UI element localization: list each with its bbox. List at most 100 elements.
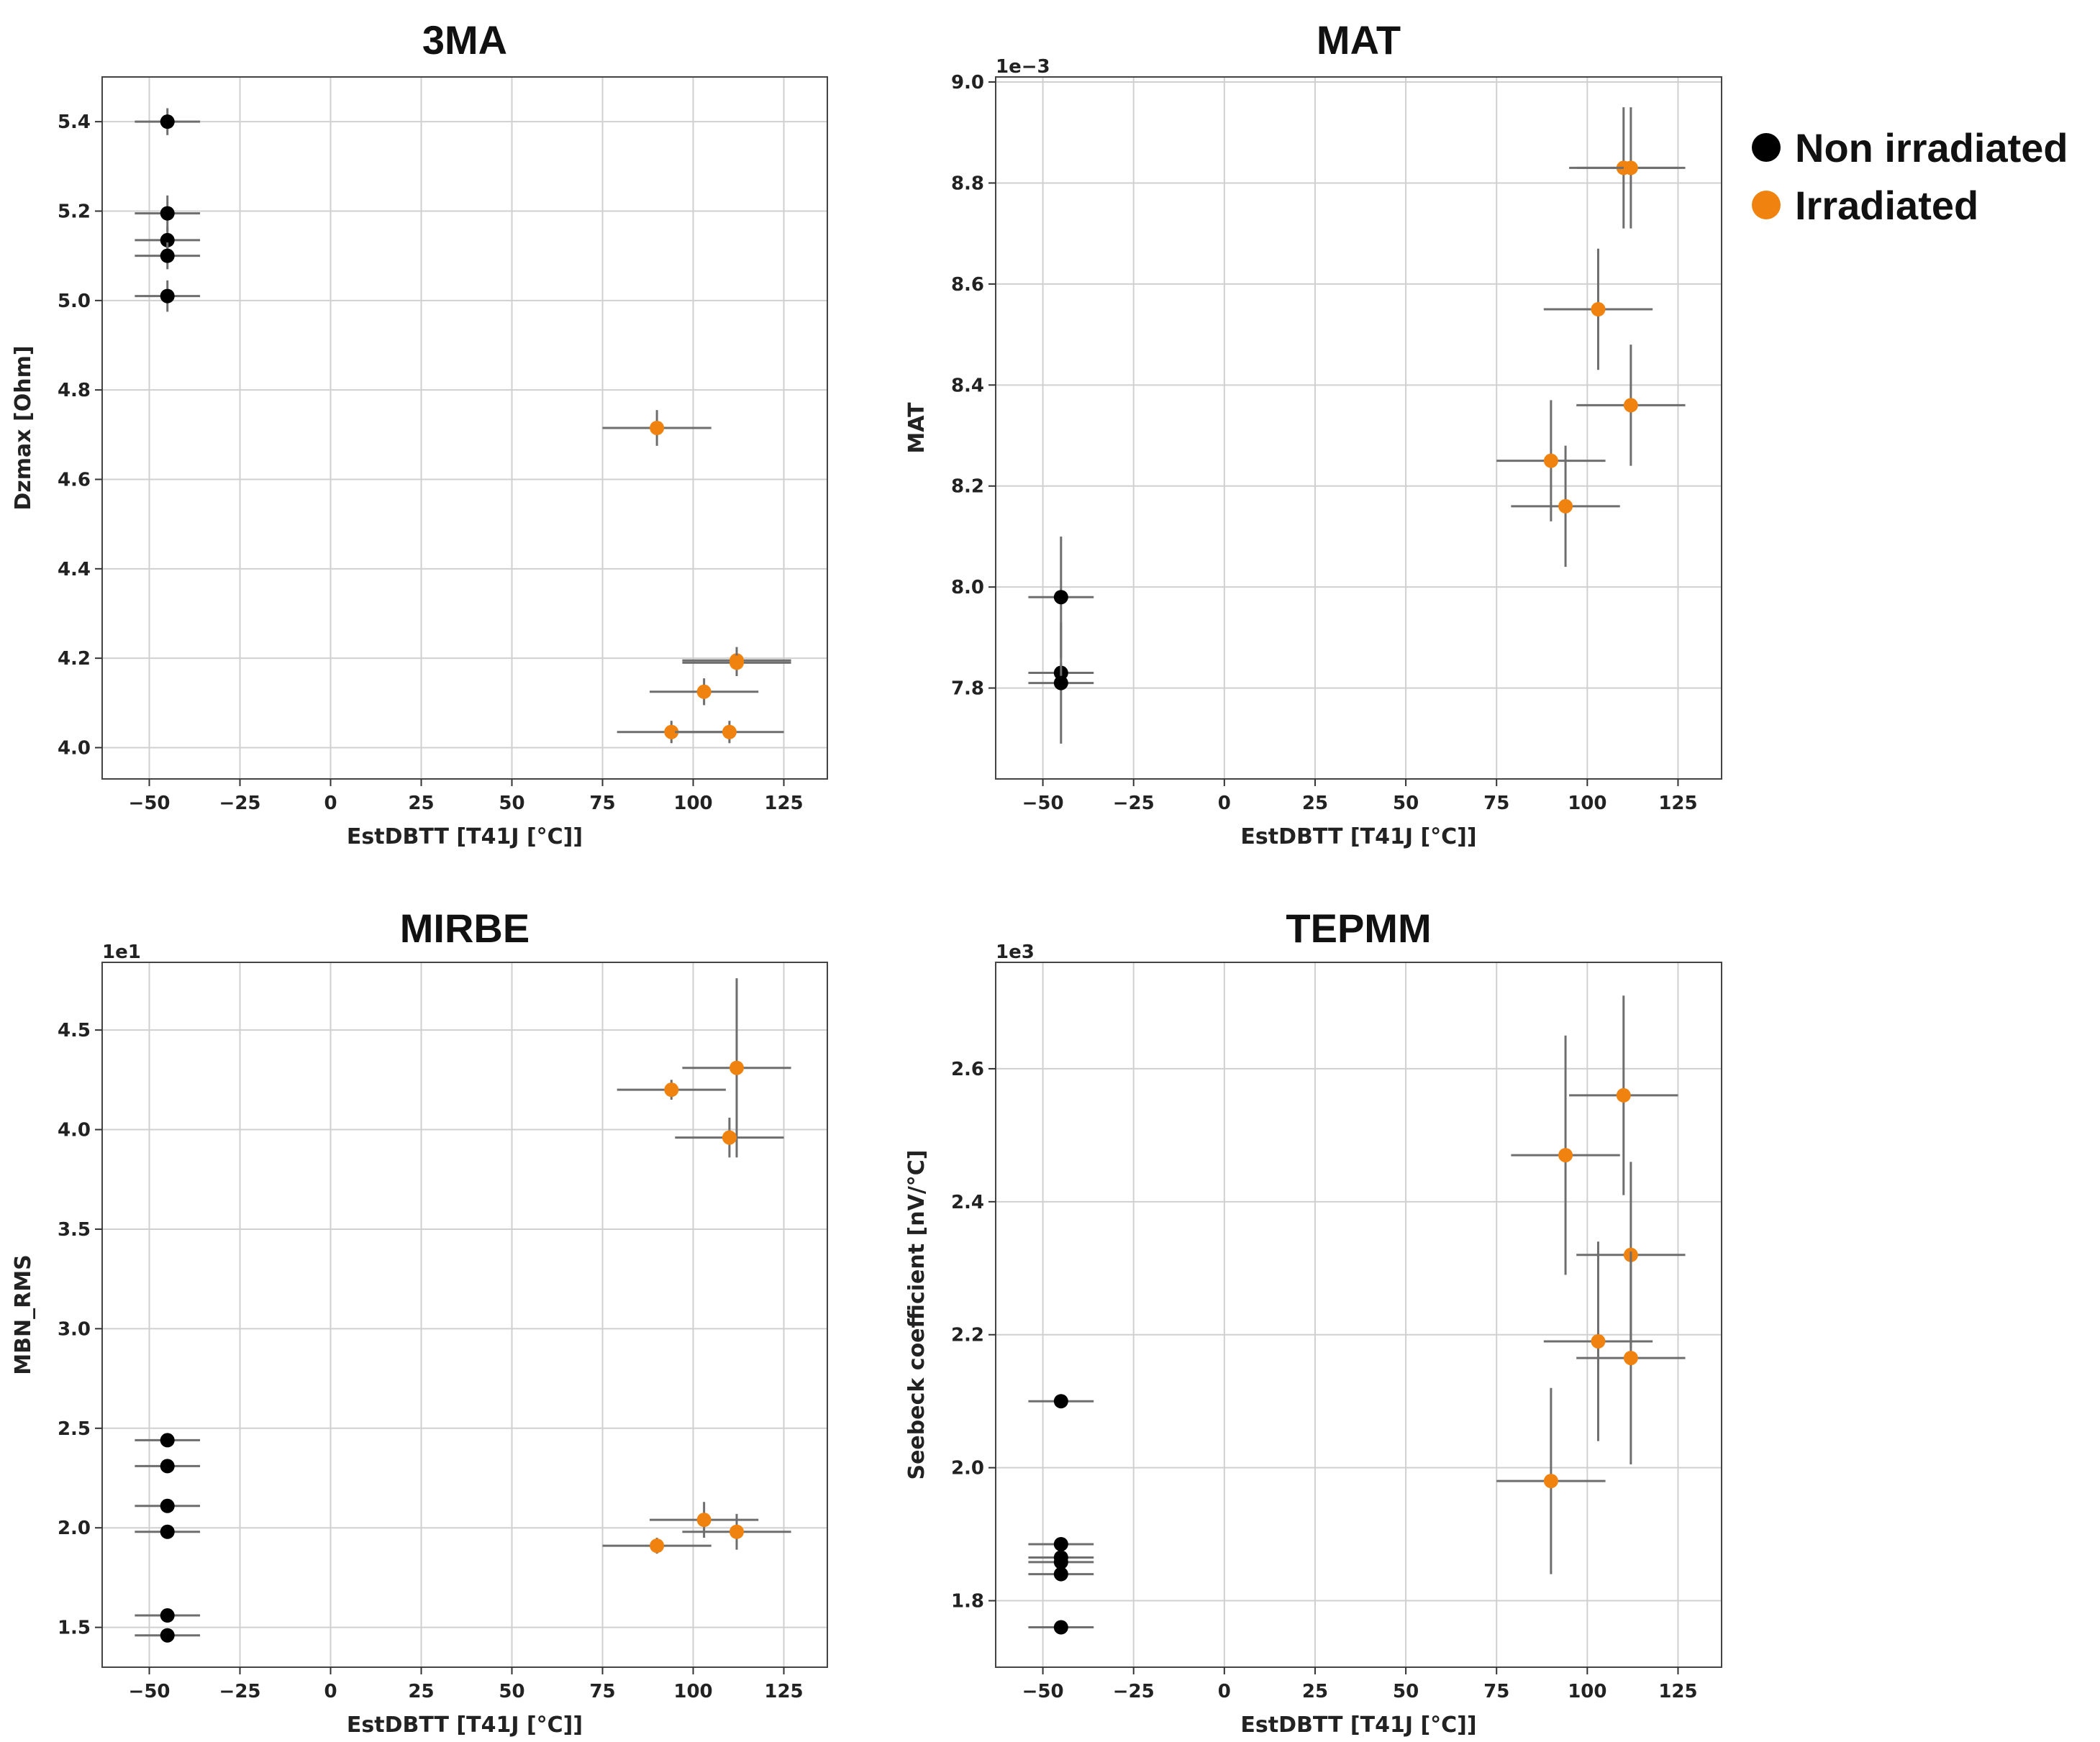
x-tick-label-7: 125 — [764, 793, 803, 814]
y-tick-label-2: 4.4 — [58, 559, 91, 580]
gridlines-mirbe — [102, 962, 827, 1667]
data-point-4 — [1623, 1351, 1638, 1366]
series-non-irradiated-mat — [1028, 536, 1094, 744]
data-point-4 — [160, 1608, 175, 1623]
plot-frame-mirbe — [101, 962, 828, 1668]
panel-title-mat: MAT — [1317, 17, 1401, 63]
legend-marker-non-irradiated — [1752, 133, 1781, 162]
legend-label-irradiated: Irradiated — [1795, 183, 1978, 228]
x-tick-label-7: 125 — [1658, 793, 1697, 814]
data-point-0 — [729, 1060, 744, 1075]
y-axis-ticks-3ma: 4.0 4.2 4.4 4.6 4.8 5.0 5.2 5.4 — [58, 111, 102, 759]
series-non-irradiated-mirbe — [135, 1433, 201, 1643]
panels: 3MA −50 −25 0 25 50 75 100 125 4.0 4.2 4.4 4.6 4.8 5.0… — [11, 17, 1722, 1738]
x-tick-label-1: −25 — [1113, 793, 1155, 814]
series-non-irradiated-tepmm — [1028, 1394, 1094, 1635]
y-tick-label-5: 5.0 — [58, 291, 91, 312]
y-tick-label-6: 9.0 — [951, 72, 984, 94]
data-point-1 — [1623, 160, 1638, 175]
data-point-3 — [1623, 398, 1638, 413]
data-point-1 — [160, 206, 175, 221]
series-irradiated-tepmm — [1496, 995, 1686, 1574]
panel-title-mirbe: MIRBE — [400, 906, 529, 951]
data-point-2 — [722, 1130, 737, 1145]
y-axis-label-mat: MAT — [904, 402, 929, 454]
y-tick-label-2: 2.2 — [951, 1325, 984, 1346]
y-axis-ticks-mirbe: 1.5 2.0 2.5 3.0 3.5 4.0 4.5 — [58, 1020, 102, 1639]
data-point-5 — [1558, 498, 1573, 514]
legend-label-non-irradiated: Non irradiated — [1795, 125, 2068, 170]
y-tick-label-1: 2.0 — [58, 1518, 91, 1539]
plot-frame-tepmm — [995, 962, 1722, 1668]
x-tick-label-4: 50 — [1393, 793, 1419, 814]
data-point-3 — [160, 248, 175, 263]
panel-3ma: 3MA −50 −25 0 25 50 75 100 125 4.0 4.2 4.4 4.6 4.8 5.0… — [11, 17, 828, 849]
panel-title-tepmm: TEPMM — [1286, 906, 1431, 951]
x-tick-label-3: 25 — [408, 793, 434, 814]
y-tick-label-1: 8.0 — [951, 577, 984, 598]
x-tick-label-5: 75 — [589, 1681, 615, 1702]
data-point-1 — [1053, 1536, 1068, 1551]
panel-title-3ma: 3MA — [422, 17, 507, 63]
y-tick-label-3: 2.4 — [951, 1192, 984, 1213]
y-tick-label-0: 7.8 — [951, 678, 984, 700]
y-tick-label-0: 1.5 — [58, 1618, 91, 1639]
x-tick-label-5: 75 — [1483, 793, 1509, 814]
data-point-4 — [729, 1524, 744, 1539]
y-tick-label-4: 2.6 — [951, 1059, 984, 1080]
y-axis-label-mirbe: MBN_RMS — [11, 1254, 36, 1374]
data-point-3 — [696, 684, 712, 699]
x-tick-label-7: 125 — [1658, 1681, 1697, 1702]
legend: Non irradiated Irradiated — [1752, 125, 2068, 228]
panel-mirbe: MIRBE −50 −25 0 25 50 75 100 125 1.5 2.0 2.5 3.0 3.5 4… — [11, 906, 828, 1738]
y-offset-label-mat: 1e−3 — [996, 56, 1050, 78]
x-tick-label-0: −50 — [129, 793, 171, 814]
x-tick-label-2: 0 — [1218, 793, 1231, 814]
y-tick-label-3: 3.0 — [58, 1318, 91, 1340]
x-tick-label-2: 0 — [324, 1681, 337, 1702]
y-axis-ticks-tepmm: 1.8 2.0 2.2 2.4 2.6 — [951, 1059, 996, 1613]
data-point-2 — [160, 1498, 175, 1513]
y-tick-label-0: 1.8 — [951, 1591, 984, 1613]
y-tick-label-5: 4.0 — [58, 1120, 91, 1141]
data-point-5 — [650, 1538, 665, 1554]
data-point-1 — [160, 1459, 175, 1474]
y-tick-label-6: 5.2 — [58, 201, 91, 222]
y-tick-label-2: 2.5 — [58, 1418, 91, 1440]
gridlines-3ma — [102, 77, 827, 779]
y-tick-label-3: 8.4 — [951, 375, 984, 396]
x-axis-label-mat: EstDBTT [T41J [°C]] — [1240, 824, 1476, 849]
y-tick-label-0: 4.0 — [58, 737, 91, 759]
y-axis-label-3ma: Dzmax [Ohm] — [11, 345, 36, 510]
data-point-5 — [722, 724, 737, 739]
y-axis-ticks-mat: 7.8 8.0 8.2 8.4 8.6 8.8 9.0 — [951, 72, 996, 700]
x-tick-label-1: −25 — [219, 1681, 261, 1702]
series-irradiated-mat — [1496, 107, 1686, 567]
x-tick-label-2: 0 — [324, 793, 337, 814]
x-tick-label-0: −50 — [1022, 1681, 1064, 1702]
data-point-0 — [650, 421, 665, 435]
data-point-5 — [1053, 1620, 1068, 1635]
x-tick-label-1: −25 — [219, 793, 261, 814]
x-tick-label-6: 100 — [673, 1681, 712, 1702]
x-tick-label-6: 100 — [673, 793, 712, 814]
y-tick-label-5: 8.8 — [951, 173, 984, 194]
data-point-3 — [1053, 1554, 1068, 1569]
y-tick-label-2: 8.2 — [951, 476, 984, 498]
series-irradiated-3ma — [602, 410, 791, 744]
x-tick-label-6: 100 — [1568, 793, 1606, 814]
data-point-2 — [729, 655, 744, 670]
x-tick-label-0: −50 — [129, 1681, 171, 1702]
data-point-2 — [1053, 675, 1068, 690]
x-axis-label-3ma: EstDBTT [T41J [°C]] — [347, 824, 583, 849]
gridlines-mat — [996, 77, 1722, 779]
y-tick-label-1: 2.0 — [951, 1458, 984, 1479]
legend-marker-irradiated — [1752, 191, 1781, 219]
series-non-irradiated-3ma — [135, 108, 201, 312]
x-tick-label-3: 25 — [1302, 1681, 1328, 1702]
data-point-4 — [664, 724, 679, 739]
y-tick-label-4: 8.6 — [951, 274, 984, 296]
x-axis-ticks-tepmm: −50 −25 0 25 50 75 100 125 — [1022, 1667, 1698, 1702]
x-tick-label-4: 50 — [499, 793, 524, 814]
